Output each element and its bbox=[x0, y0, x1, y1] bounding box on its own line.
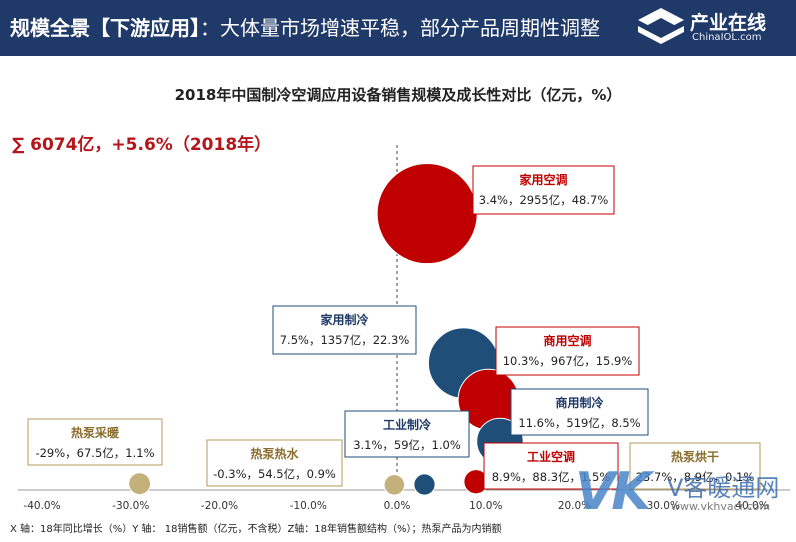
data-label-name: 工业空调 bbox=[527, 449, 575, 464]
data-label-box bbox=[472, 165, 615, 215]
x-tick-label: -40.0% bbox=[23, 500, 60, 512]
data-label-name: 热泵采暖 bbox=[71, 425, 120, 440]
axis-footnote: X 轴：18年同比增长（%）Y 轴： 18销售额（亿元，不含税）Z轴：18年销售… bbox=[10, 524, 502, 535]
data-label-value: -0.3%，54.5亿，0.9% bbox=[213, 467, 336, 481]
page-title-rest: ：大体量市场增速平稳，部分产品周期性调整 bbox=[200, 16, 600, 40]
data-label-value: 11.6%，519亿，8.5% bbox=[518, 416, 640, 430]
x-tick-label: -30.0% bbox=[112, 500, 149, 512]
data-label-value: 8.9%，88.3亿，1.5% bbox=[492, 470, 611, 484]
watermark-name: 暖通网 bbox=[707, 474, 780, 502]
chart-title: 2018年中国制冷空调应用设备销售规模及成长性对比（亿元，%） bbox=[174, 86, 622, 104]
data-label-value: 10.3%，967亿，15.9% bbox=[503, 354, 633, 368]
x-tick-label: 10.0% bbox=[469, 500, 502, 512]
data-label-box bbox=[483, 442, 619, 490]
data-label-name: 工业制冷 bbox=[383, 417, 431, 432]
bubble-工业制冷 bbox=[413, 473, 436, 496]
data-label-name: 热泵热水 bbox=[250, 446, 299, 461]
data-label-value: 3.1%，59亿，1.0% bbox=[353, 438, 461, 452]
data-label-box bbox=[272, 305, 417, 355]
data-label-name: 家用空调 bbox=[519, 172, 567, 187]
page-title-highlight: 规模全景【下游应用】 bbox=[10, 16, 200, 40]
data-label-name: 热泵烘干 bbox=[671, 449, 719, 464]
data-label-value: 3.4%，2955亿，48.7% bbox=[479, 193, 609, 207]
bubble-热泵采暖 bbox=[128, 472, 152, 496]
data-label-box bbox=[495, 326, 640, 376]
bubble-家用空调 bbox=[376, 163, 478, 265]
x-tick-label: 0.0% bbox=[384, 500, 411, 512]
x-tick-label: 20.0% bbox=[558, 500, 591, 512]
watermark-vk: VK bbox=[575, 462, 652, 522]
x-tick-label: -20.0% bbox=[201, 500, 238, 512]
bubble-热泵热水 bbox=[383, 474, 406, 496]
logo-mark-icon bbox=[638, 8, 684, 44]
brand-logo: 产业在线 ChinaIOL.com bbox=[636, 6, 786, 50]
watermark-text: V客暖通网 bbox=[667, 468, 779, 503]
data-label-name: 家用制冷 bbox=[320, 312, 368, 327]
data-label-value: -29%，67.5亿，1.1% bbox=[35, 446, 154, 460]
total-summary: ∑ 6074亿，+5.6%（2018年） bbox=[12, 135, 272, 155]
data-label-box bbox=[344, 410, 470, 458]
x-tick-label: 40.0% bbox=[735, 500, 768, 512]
x-tick-label: 30.0% bbox=[647, 500, 680, 512]
logo-text: 产业在线 bbox=[690, 12, 767, 34]
data-label-value: 7.5%，1357亿，22.3% bbox=[280, 333, 410, 347]
watermark: VK V客暖通网 www.vkhvacr.com bbox=[575, 462, 790, 522]
data-label-box bbox=[27, 418, 163, 466]
page-title: 规模全景【下游应用】：大体量市场增速平稳，部分产品周期性调整 bbox=[10, 12, 600, 41]
watermark-url: www.vkhvacr.com bbox=[671, 500, 771, 513]
x-tick-label: -10.0% bbox=[290, 500, 327, 512]
header-bar: 规模全景【下游应用】：大体量市场增速平稳，部分产品周期性调整 产业在线 Chin… bbox=[0, 0, 796, 56]
data-label-value: 23.7%，8.9亿，0.1% bbox=[636, 470, 755, 484]
data-label-box bbox=[206, 439, 343, 487]
data-label-name: 商用空调 bbox=[543, 333, 591, 348]
data-label-box bbox=[510, 388, 649, 436]
watermark-prefix: V客 bbox=[667, 474, 708, 502]
data-label-box bbox=[629, 442, 761, 490]
logo-subtext: ChinaIOL.com bbox=[692, 32, 762, 43]
data-label-name: 商用制冷 bbox=[555, 395, 603, 410]
